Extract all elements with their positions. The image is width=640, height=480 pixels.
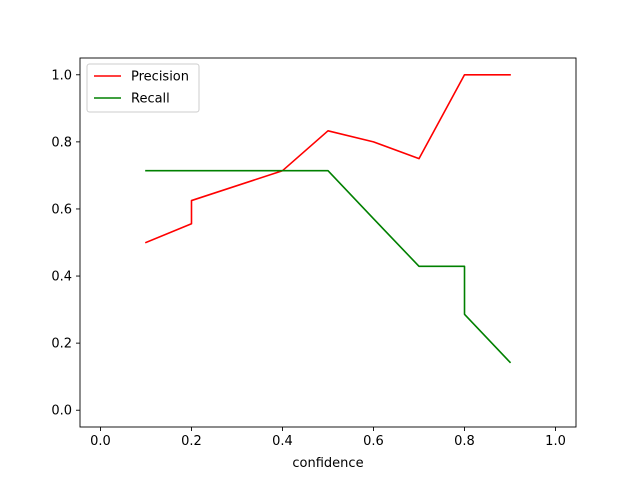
legend-label-recall: Recall (131, 92, 170, 107)
legend: Precision Recall (86, 63, 200, 113)
legend-label-precision: Precision (131, 70, 189, 85)
y-tick-label: 0.4 (51, 270, 72, 285)
y-tick-label: 0.8 (51, 135, 72, 150)
y-tick-label: 0.2 (51, 337, 72, 352)
x-tick-label: 0.4 (272, 434, 293, 449)
axis-ticks: 0.0 0.2 0.4 0.6 0.8 1.0 0.0 0.2 0.4 0.6 0.8 1.0 (51, 68, 566, 449)
plot-area (79, 57, 577, 428)
axes-frame (79, 57, 577, 428)
series-line-recall (145, 169, 512, 364)
x-axis-label: confidence (292, 456, 363, 471)
x-tick-label: 1.0 (545, 434, 566, 449)
x-tick-label: 0.8 (454, 434, 475, 449)
y-tick-label: 0.6 (51, 202, 72, 217)
x-tick-label: 0.6 (363, 434, 384, 449)
x-tick-label: 0.0 (90, 434, 111, 449)
y-tick-label: 0.0 (51, 404, 72, 419)
series-line-precision (144, 73, 511, 244)
x-tick-label: 0.2 (181, 434, 202, 449)
y-tick-label: 1.0 (51, 68, 72, 83)
